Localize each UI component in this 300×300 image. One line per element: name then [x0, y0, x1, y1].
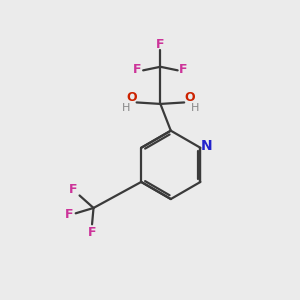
Text: F: F — [69, 183, 78, 196]
Text: O: O — [184, 92, 195, 104]
Text: O: O — [126, 92, 136, 104]
Text: H: H — [191, 103, 200, 113]
Text: F: F — [88, 226, 96, 239]
Text: F: F — [65, 208, 74, 221]
Text: F: F — [133, 63, 142, 76]
Text: F: F — [179, 63, 188, 76]
Text: H: H — [122, 103, 130, 113]
Text: N: N — [201, 139, 213, 153]
Text: F: F — [156, 38, 165, 51]
